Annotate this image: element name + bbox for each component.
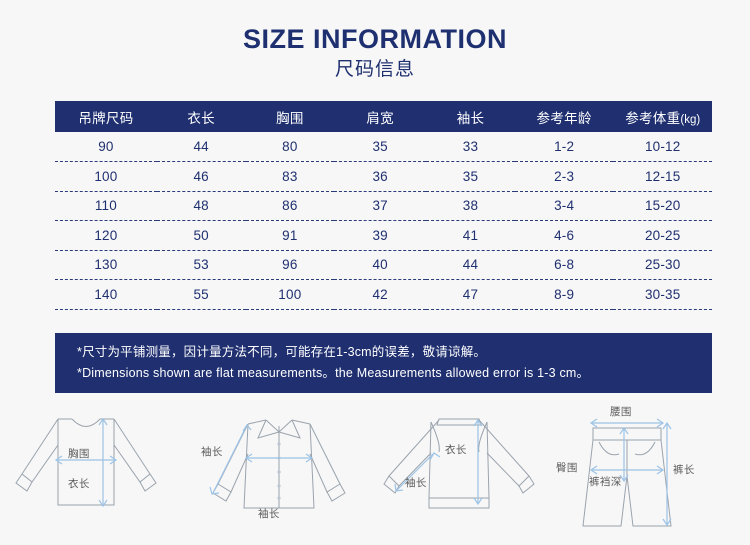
measurement-note-bar: *尺寸为平铺测量，因计量方法不同，可能存在1-3cm的误差，敬请谅解。 *Dim… (55, 333, 712, 393)
cell-shoulder: 35 (334, 132, 427, 162)
column-header-body-length: 衣长 (156, 101, 246, 132)
cell-age: 3-4 (514, 191, 614, 221)
cell-age: 2-3 (514, 161, 614, 192)
cell-body-length: 55 (156, 279, 246, 310)
table-row: 140 55 100 42 47 8-9 30-35 (55, 279, 712, 310)
table-row: 130 53 96 40 44 6-8 25-30 (55, 250, 712, 280)
cell-sleeve: 47 (426, 279, 515, 310)
label-body-length: 衣长 (445, 444, 467, 456)
diagram-pants: 腰围 臀围 裤裆深 裤长 (551, 398, 750, 545)
cell-tag-size: 100 (55, 161, 157, 192)
column-header-label: 参考体重 (625, 110, 681, 126)
cell-chest: 96 (245, 250, 335, 280)
cell-sleeve: 44 (426, 250, 515, 280)
column-header-label: 衣长 (187, 110, 215, 126)
cell-shoulder: 39 (334, 220, 427, 251)
column-header-label: 袖长 (456, 110, 485, 126)
page-title-cn: 尺码信息 (334, 59, 415, 81)
cell-sleeve: 41 (426, 220, 515, 251)
table-row: 110 48 86 37 38 3-4 15-20 (55, 191, 712, 221)
label-crotch-depth: 裤裆深 (589, 476, 622, 488)
column-header-label: 吊牌尺码 (78, 110, 134, 126)
cell-body-length: 46 (156, 161, 246, 192)
cell-sleeve: 38 (426, 191, 515, 221)
cell-sleeve: 35 (426, 161, 515, 192)
diagram-button-up-shirt: 袖长 袖长 (196, 398, 371, 545)
cell-chest: 80 (245, 132, 335, 162)
label-waist: 腰围 (610, 406, 632, 418)
size-table-wrapper: 吊牌尺码 衣长 胸围 肩宽 袖长 参考年龄 参考体重(kg) 90 44 80 … (55, 101, 712, 310)
cell-body-length: 53 (156, 250, 246, 280)
column-header-label: 参考年龄 (536, 110, 592, 126)
size-table-body: 90 44 80 35 33 1-2 10-12 100 46 83 36 35… (55, 132, 712, 310)
cell-chest: 86 (245, 191, 335, 221)
label-sleeve-length: 袖长 (405, 477, 427, 489)
cell-weight: 30-35 (613, 279, 712, 310)
cell-tag-size: 130 (55, 250, 157, 280)
column-header-label: 肩宽 (366, 110, 394, 126)
cell-shoulder: 42 (334, 279, 427, 310)
page-title-block: SIZE INFORMATION 尺码信息 (0, 0, 750, 82)
cell-age: 8-9 (514, 279, 614, 310)
button-up-shirt-icon (209, 419, 346, 509)
label-hip: 臀围 (556, 462, 578, 474)
note-line-cn: *尺寸为平铺测量，因计量方法不同，可能存在1-3cm的误差，敬请谅解。 (77, 345, 487, 359)
label-chest: 胸围 (68, 448, 90, 460)
column-header-weight: 参考体重(kg) (613, 101, 712, 132)
cell-tag-size: 110 (55, 191, 157, 221)
cell-age: 6-8 (514, 250, 614, 280)
pants-icon (582, 418, 672, 527)
cell-weight: 25-30 (613, 250, 712, 280)
garment-diagram-row: 胸围 衣长 (0, 398, 750, 545)
cell-shoulder: 40 (334, 250, 427, 280)
column-header-age: 参考年龄 (514, 101, 614, 132)
note-line-en: *Dimensions shown are flat measurements。… (77, 366, 590, 380)
sweatshirt-icon (383, 418, 535, 509)
cell-weight: 15-20 (613, 191, 712, 221)
label-pant-length: 裤长 (673, 464, 695, 476)
cell-tag-size: 90 (55, 132, 157, 162)
column-header-tag-size: 吊牌尺码 (55, 101, 157, 132)
table-row: 90 44 80 35 33 1-2 10-12 (55, 132, 712, 162)
cell-chest: 91 (245, 220, 335, 251)
cell-shoulder: 37 (334, 191, 427, 221)
table-row: 120 50 91 39 41 4-6 20-25 (55, 220, 712, 251)
cell-body-length: 50 (156, 220, 246, 251)
cell-body-length: 44 (156, 132, 246, 162)
long-sleeve-tee-icon (15, 417, 157, 508)
cell-body-length: 48 (156, 191, 246, 221)
cell-tag-size: 140 (55, 279, 157, 310)
cell-age: 1-2 (514, 132, 614, 162)
cell-chest: 83 (245, 161, 335, 192)
column-header-sleeve: 袖长 (426, 101, 515, 132)
cell-weight: 20-25 (613, 220, 712, 251)
table-row: 100 46 83 36 35 2-3 12-15 (55, 161, 712, 192)
column-header-chest: 胸围 (245, 101, 335, 132)
label-sleeve-length-2: 袖长 (258, 508, 280, 520)
diagram-long-sleeve-tee: 胸围 衣长 (0, 398, 196, 545)
page-title-en: SIZE INFORMATION (243, 24, 507, 54)
cell-age: 4-6 (514, 220, 614, 251)
size-table: 吊牌尺码 衣长 胸围 肩宽 袖长 参考年龄 参考体重(kg) 90 44 80 … (55, 101, 712, 310)
column-header-unit: (kg) (680, 113, 701, 126)
size-table-head: 吊牌尺码 衣长 胸围 肩宽 袖长 参考年龄 参考体重(kg) (55, 101, 712, 132)
cell-sleeve: 33 (426, 132, 515, 162)
label-body-length: 衣长 (68, 478, 90, 490)
cell-shoulder: 36 (334, 161, 427, 192)
cell-weight: 12-15 (613, 161, 712, 192)
cell-tag-size: 120 (55, 220, 157, 251)
column-header-label: 胸围 (276, 110, 304, 126)
size-table-header-row: 吊牌尺码 衣长 胸围 肩宽 袖长 参考年龄 参考体重(kg) (55, 101, 712, 132)
column-header-shoulder: 肩宽 (334, 101, 427, 132)
diagram-sweatshirt: 衣长 袖长 (371, 398, 551, 545)
label-sleeve-length: 袖长 (201, 446, 223, 458)
cell-weight: 10-12 (613, 132, 712, 162)
cell-chest: 100 (245, 279, 335, 310)
